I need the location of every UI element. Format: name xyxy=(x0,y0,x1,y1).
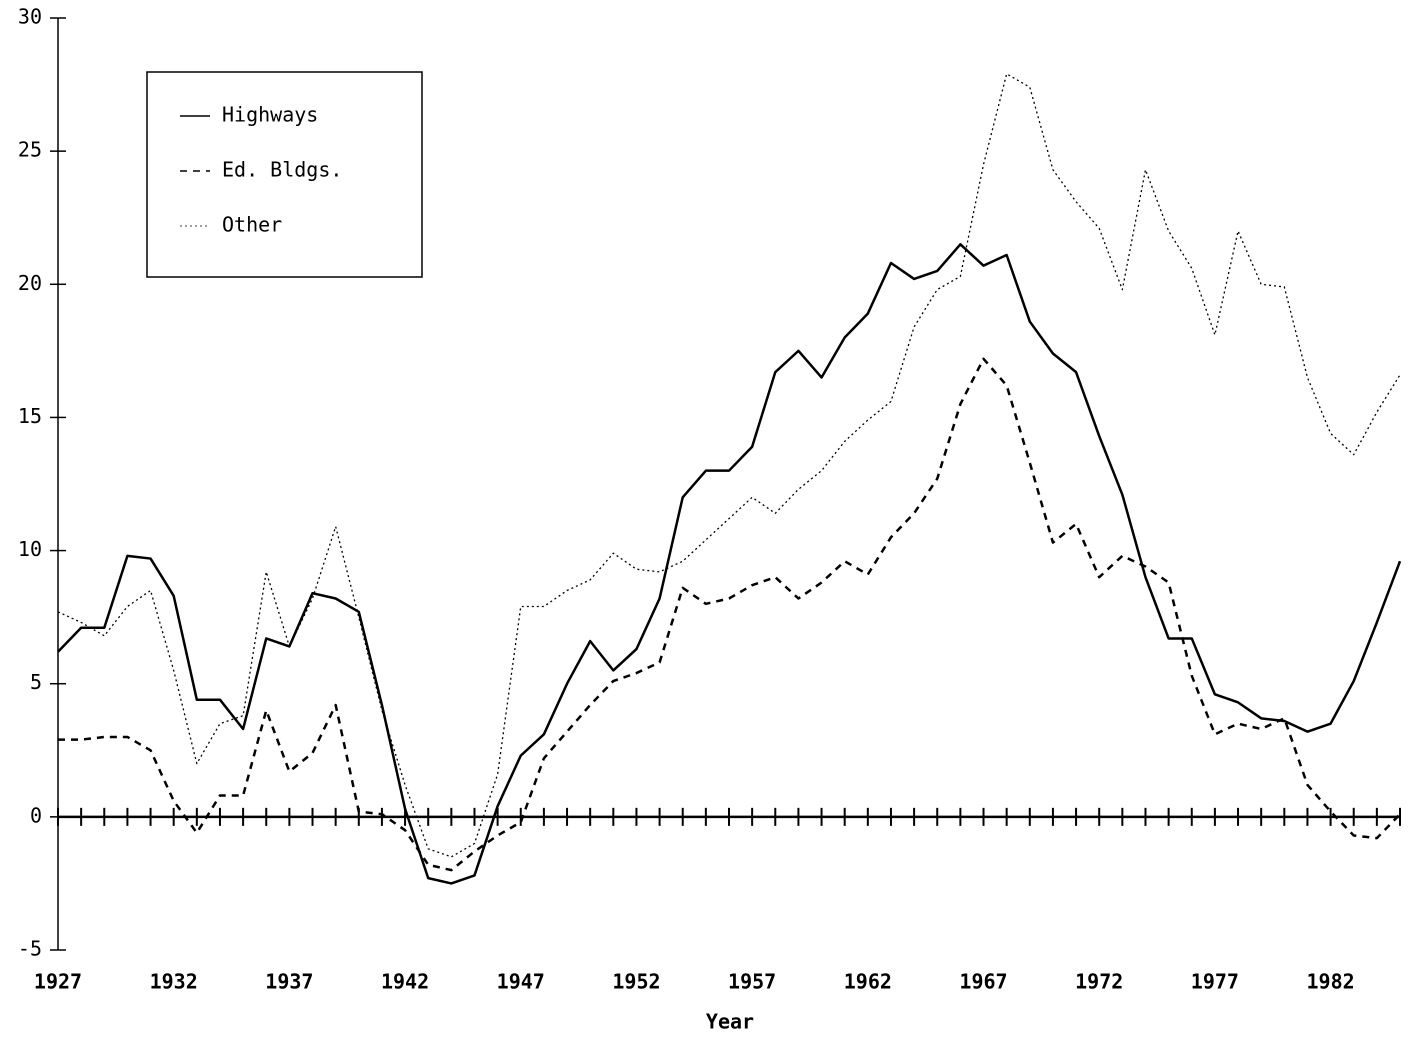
x-tick-label: 1967 xyxy=(959,970,1007,994)
y-tick-label: 5 xyxy=(30,670,42,694)
legend: Highways Ed. Bldgs. Other xyxy=(146,71,423,278)
x-tick-label: 1962 xyxy=(844,970,892,994)
legend-box xyxy=(146,71,423,278)
x-tick-label: 1972 xyxy=(1075,970,1123,994)
y-tick-label: 30 xyxy=(18,5,42,29)
x-tick-label: 1947 xyxy=(497,970,545,994)
x-axis-label: Year xyxy=(706,1010,754,1034)
x-tick-label: 1942 xyxy=(381,970,429,994)
series-line xyxy=(57,243,1402,885)
y-tick-label: -5 xyxy=(18,937,42,961)
x-tick-label: 1927 xyxy=(34,970,82,994)
y-tick-label: 10 xyxy=(18,537,42,561)
y-tick-label: 0 xyxy=(30,803,42,827)
series-line xyxy=(57,73,1401,858)
x-tick-label: 1977 xyxy=(1191,970,1239,994)
y-tick-label: 20 xyxy=(18,271,42,295)
x-tick-label: 1957 xyxy=(728,970,776,994)
legend-label: Ed. Bldgs. xyxy=(222,158,342,182)
legend-label: Highways xyxy=(222,103,318,127)
legend-label: Other xyxy=(222,213,282,237)
x-tick-label: 1982 xyxy=(1307,970,1355,994)
y-tick-label: 25 xyxy=(18,138,42,162)
x-tick-label: 1937 xyxy=(265,970,313,994)
series-line xyxy=(58,357,1401,872)
x-tick-label: 1952 xyxy=(612,970,660,994)
y-tick-label: 15 xyxy=(18,404,42,428)
x-tick-label: 1932 xyxy=(150,970,198,994)
